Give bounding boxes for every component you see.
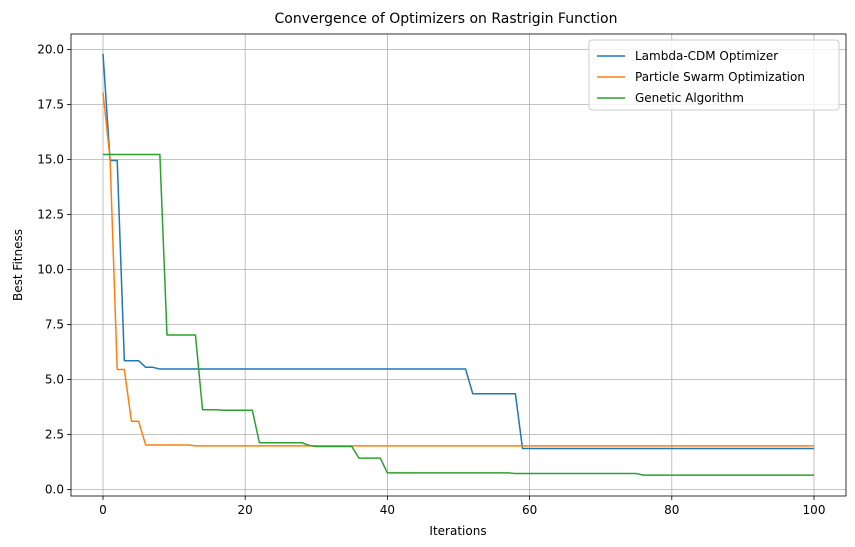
plot-frame (70, 33, 847, 497)
legend-label-3: Genetic Algorithm (635, 91, 744, 105)
legend: Lambda-CDM Optimizer Particle Swarm Optim… (588, 39, 840, 111)
x-tick-label: 60 (522, 503, 537, 517)
x-tick-label: 20 (238, 503, 253, 517)
x-tick-label: 40 (380, 503, 395, 517)
ticks: 0 20 40 60 80 100 0.0 2.5 5.0 7.5 10.0 12.5 15.0 17.5… (37, 42, 825, 517)
x-tick-label: 0 (99, 503, 107, 517)
y-tick-label: 5.0 (45, 372, 64, 386)
y-tick-label: 12.5 (37, 207, 64, 221)
y-tick-label: 0.0 (45, 482, 64, 496)
series-layer (102, 53, 814, 476)
x-tick-label: 80 (664, 503, 679, 517)
chart-title: Convergence of Optimizers on Rastrigin F… (275, 11, 618, 27)
series-line-1 (102, 53, 814, 450)
series-line-3 (103, 153, 814, 476)
y-tick-label: 17.5 (37, 97, 64, 111)
x-tick-label: 100 (803, 503, 826, 517)
y-tick-label: 2.5 (45, 427, 64, 441)
y-tick-label: 10.0 (37, 262, 64, 276)
series-line-2 (102, 92, 814, 447)
y-tick-label: 20.0 (37, 42, 64, 56)
y-axis-label: Best Fitness (11, 229, 25, 301)
y-tick-label: 15.0 (37, 152, 64, 166)
legend-label-2: Particle Swarm Optimization (635, 70, 805, 84)
x-axis-label: Iterations (429, 524, 486, 538)
y-tick-label: 7.5 (45, 317, 64, 331)
legend-label-1: Lambda-CDM Optimizer (635, 49, 778, 63)
legend-box (588, 39, 840, 111)
